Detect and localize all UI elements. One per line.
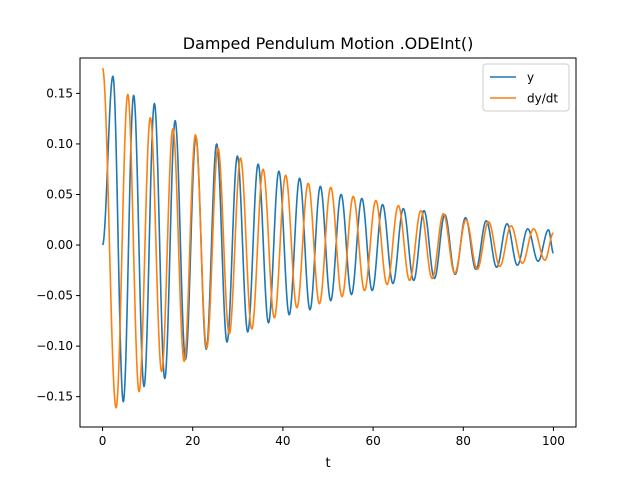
x-axis-label: t bbox=[325, 456, 330, 471]
x-tick-label: 40 bbox=[275, 434, 290, 448]
y-tick-label: 0.10 bbox=[46, 137, 73, 151]
legend-label: y bbox=[527, 71, 534, 85]
x-axis-ticks: 0 20 40 60 80 100 bbox=[99, 427, 565, 448]
y-axis-ticks: −0.15 −0.10 −0.05 0.00 0.05 0.10 0.15 bbox=[36, 86, 80, 404]
x-tick-label: 80 bbox=[456, 434, 471, 448]
x-tick-label: 60 bbox=[365, 434, 380, 448]
chart-title: Damped Pendulum Motion .ODEInt() bbox=[183, 34, 474, 53]
y-tick-label: 0.00 bbox=[46, 238, 73, 252]
y-tick-label: 0.05 bbox=[46, 187, 73, 201]
y-tick-label: 0.15 bbox=[46, 86, 73, 100]
plot-frame bbox=[79, 57, 577, 428]
series-line-2 bbox=[101, 67, 554, 409]
legend-box bbox=[482, 63, 570, 112]
y-tick-label: −0.10 bbox=[36, 339, 73, 353]
x-tick-label: 100 bbox=[542, 434, 565, 448]
legend-label: dy/dt bbox=[527, 92, 558, 106]
x-tick-label: 20 bbox=[185, 434, 200, 448]
y-tick-label: −0.15 bbox=[36, 390, 73, 404]
legend: y dy/dt bbox=[482, 63, 570, 112]
x-tick-label: 0 bbox=[99, 434, 107, 448]
series-line-1 bbox=[101, 75, 555, 403]
y-tick-label: −0.05 bbox=[36, 289, 73, 303]
series-layer bbox=[101, 67, 555, 409]
